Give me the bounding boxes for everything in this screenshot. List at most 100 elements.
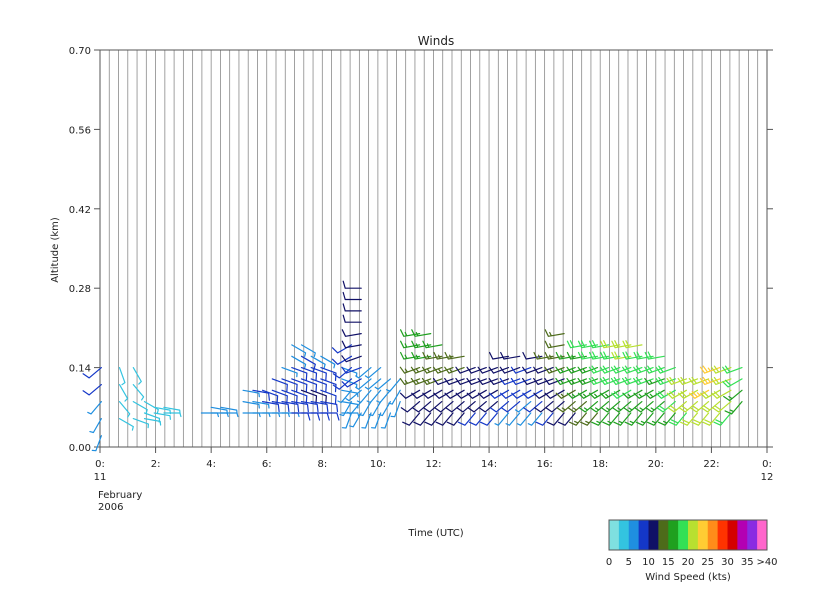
wind-barb xyxy=(444,351,465,360)
wind-barb xyxy=(410,366,432,374)
wind-barb xyxy=(702,412,721,426)
wind-barb xyxy=(467,401,487,413)
date-year-label: 2006 xyxy=(98,502,123,513)
wind-barb xyxy=(242,389,260,398)
wind-barb xyxy=(457,412,476,426)
wind-barb xyxy=(342,291,362,301)
wind-barb xyxy=(435,412,454,426)
wind-barb xyxy=(566,366,587,374)
wind-barb xyxy=(591,412,610,426)
wind-barb xyxy=(544,366,565,374)
wind-barb xyxy=(622,340,643,349)
wind-barb xyxy=(411,401,432,413)
wind-barb xyxy=(655,365,676,374)
wind-barb xyxy=(361,412,372,429)
wind-barb xyxy=(332,378,353,390)
wind-barb xyxy=(374,378,391,390)
wind-barb xyxy=(300,344,316,357)
wind-barb xyxy=(310,367,327,381)
wind-barb xyxy=(356,389,372,404)
wind-barb xyxy=(566,377,587,385)
legend-swatch xyxy=(737,520,748,550)
x-tick-label: 20: xyxy=(648,459,664,470)
wind-barb xyxy=(544,377,565,385)
wind-barb xyxy=(402,412,421,426)
wind-barb xyxy=(310,412,330,421)
wind-barb xyxy=(252,401,270,409)
wind-barb xyxy=(646,412,665,426)
wind-barb xyxy=(656,401,676,413)
wind-barb xyxy=(433,366,454,374)
wind-barb xyxy=(380,412,391,429)
legend-tick-label: >40 xyxy=(756,557,777,568)
legend-swatch xyxy=(747,520,758,550)
legend-swatch xyxy=(658,520,669,550)
wind-barb xyxy=(477,366,498,374)
wind-barb xyxy=(400,401,421,413)
wind-barb xyxy=(399,389,421,399)
wind-barb xyxy=(445,401,465,413)
wind-barb xyxy=(505,412,521,426)
wind-barb xyxy=(411,329,432,337)
wind-barb xyxy=(522,366,543,374)
wind-barb xyxy=(633,376,654,385)
legend-swatch xyxy=(678,520,689,550)
x-axis: 0: 11 2: 4: 6: 8: 10: 12: 14: 16: 18: 20: 22: 0: 12 xyxy=(94,447,773,483)
x-tick-sublabel: 11 xyxy=(94,472,107,483)
wind-barb xyxy=(677,376,699,385)
wind-barb xyxy=(143,418,162,426)
wind-barb xyxy=(320,355,336,369)
x-tick-label: 18: xyxy=(592,459,608,470)
wind-barb xyxy=(271,378,288,393)
wind-barb xyxy=(602,412,621,426)
wind-barb xyxy=(668,412,687,426)
wind-barb xyxy=(466,389,487,399)
wind-barb xyxy=(555,366,576,374)
legend-tick-label: 20 xyxy=(682,557,695,568)
wind-barb xyxy=(635,412,654,426)
wind-barb xyxy=(655,376,676,385)
wind-barb xyxy=(399,377,421,385)
wind-barb xyxy=(271,401,290,413)
legend-title: Wind Speed (kts) xyxy=(645,572,731,583)
x-tick-label: 22: xyxy=(703,459,719,470)
wind-barb xyxy=(320,389,337,404)
wind-barb xyxy=(522,377,543,385)
wind-speed-legend: 0 5 10 15 20 25 30 35 >40 Wind Speed (kts) xyxy=(606,519,778,583)
wind-barb xyxy=(644,365,665,374)
y-axis-label: Altitude (km) xyxy=(50,217,61,283)
wind-barb xyxy=(291,401,309,413)
wind-barb xyxy=(477,377,498,385)
wind-barb xyxy=(533,389,554,399)
wind-barb xyxy=(252,389,270,401)
wind-barb xyxy=(424,412,443,426)
wind-barb xyxy=(422,389,443,399)
legend-tick-label: 25 xyxy=(701,557,714,568)
wind-barb xyxy=(310,401,329,413)
wind-barb xyxy=(613,412,632,426)
wind-barb xyxy=(390,401,401,418)
wind-barb xyxy=(388,389,401,405)
wind-barb xyxy=(310,378,327,393)
wind-barb xyxy=(433,389,454,399)
wind-barb xyxy=(118,367,126,386)
wind-barb xyxy=(479,412,498,426)
y-axis: 0.00 0.14 0.28 0.42 0.56 0.70 xyxy=(69,46,773,454)
wind-barb xyxy=(132,418,149,429)
wind-barb xyxy=(89,418,102,434)
x-tick-label: 6: xyxy=(262,459,272,470)
legend-tick-label: 5 xyxy=(626,557,632,568)
legend-frame xyxy=(608,519,768,551)
wind-barb xyxy=(342,314,362,323)
wind-barb xyxy=(657,412,676,426)
wind-barb xyxy=(291,344,307,357)
wind-barb xyxy=(724,401,743,415)
wind-barb xyxy=(320,378,337,393)
wind-barb xyxy=(535,412,554,426)
wind-barb xyxy=(118,401,131,418)
wind-barb xyxy=(342,280,362,289)
legend-swatch xyxy=(697,520,709,550)
legend-swatch xyxy=(757,520,768,550)
profile-gridlines xyxy=(108,50,759,447)
